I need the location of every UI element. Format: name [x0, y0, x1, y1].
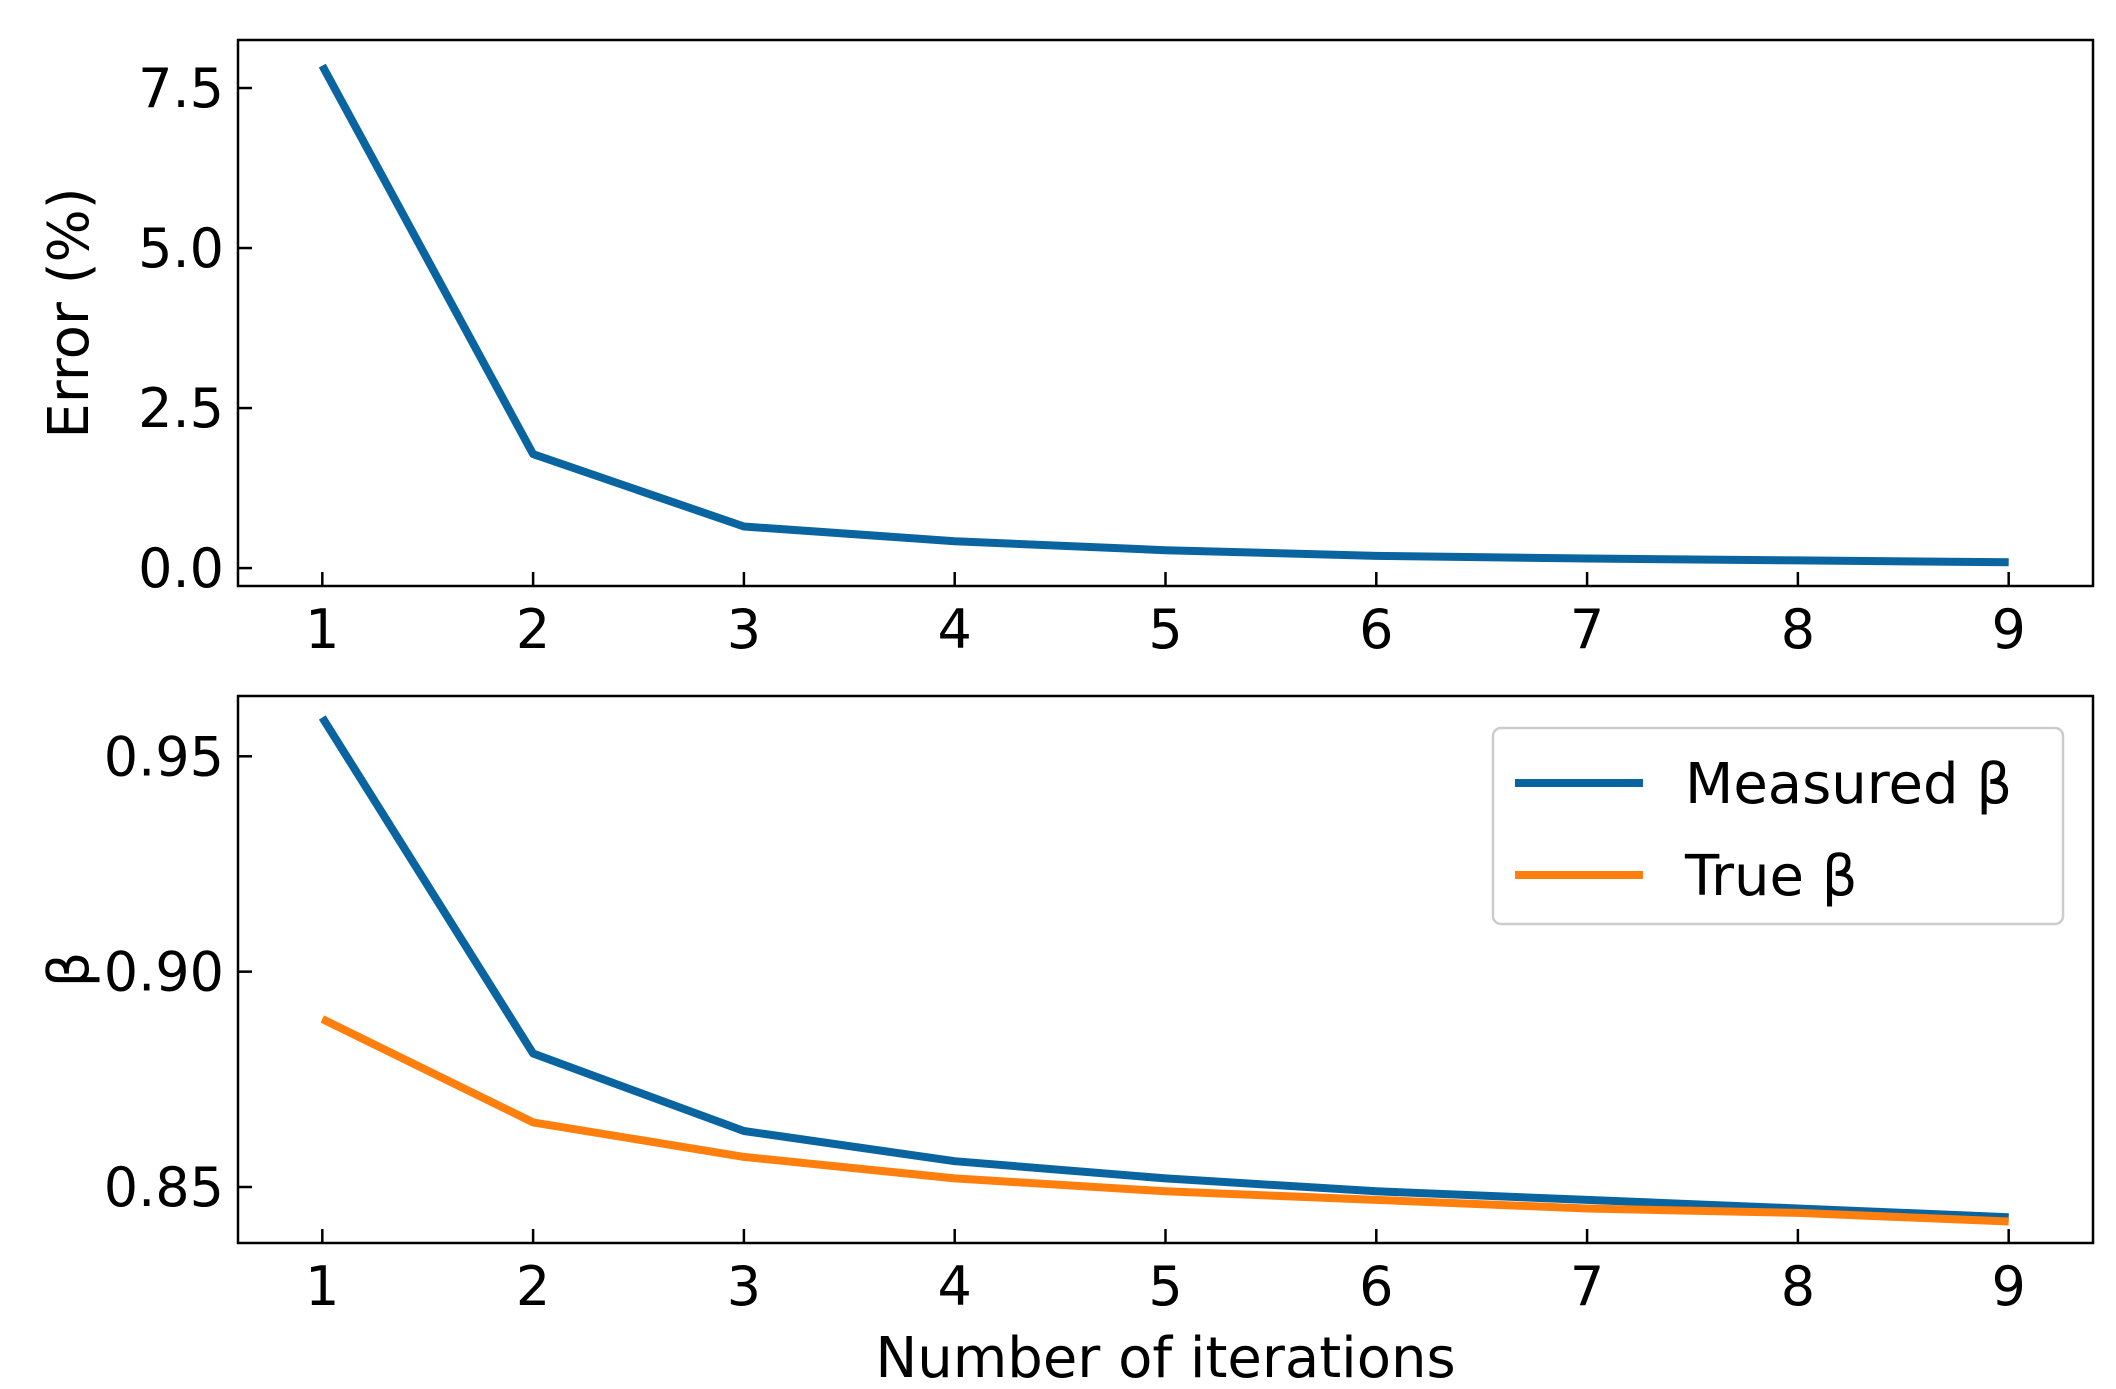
beta-x-tick-label: 5: [1148, 1255, 1182, 1318]
error-x-tick-label: 2: [516, 598, 550, 661]
legend: Measured β True β: [1491, 726, 2065, 926]
legend-label-2: True β: [1684, 844, 1857, 909]
beta-panel: 1 2 3 4 5 6 7 8 9 0.85 0.90 0.95 β Number of iteratio…: [37, 694, 2095, 1389]
beta-y-tick-label: 0.85: [104, 1156, 224, 1219]
error-y-tick-label: 2.5: [138, 377, 224, 440]
beta-x-tick-label: 1: [305, 1255, 339, 1318]
beta-series-line-1: [318, 715, 2009, 1222]
legend-label-1: Measured β: [1685, 752, 2012, 817]
error-series-line-1: [318, 63, 2009, 567]
beta-series-line-2: [320, 1015, 2009, 1226]
error-x-tick-label: 8: [1781, 598, 1815, 661]
beta-y-tick-label: 0.95: [104, 725, 224, 788]
error-y-tick-label: 0.0: [138, 537, 224, 600]
error-x-tick-label: 7: [1570, 598, 1604, 661]
beta-x-tick-label: 9: [1992, 1255, 2026, 1318]
error-x-tick-label: 4: [938, 598, 972, 661]
error-y-tick-label: 5.0: [138, 217, 224, 280]
beta-x-tick-label: 8: [1781, 1255, 1815, 1318]
error-y-tick-label: 7.5: [138, 57, 224, 120]
error-x-tick-label: 3: [727, 598, 761, 661]
beta-x-tick-label: 6: [1359, 1255, 1393, 1318]
beta-y-axis-label: β: [37, 952, 102, 988]
error-x-tick-label: 9: [1992, 598, 2026, 661]
error-x-tick-label: 1: [305, 598, 339, 661]
error-axes-frame: [236, 38, 2095, 588]
beta-x-tick-label: 2: [516, 1255, 550, 1318]
error-x-tick-label: 6: [1359, 598, 1393, 661]
beta-x-tick-label: 7: [1570, 1255, 1604, 1318]
beta-y-tick-label: 0.90: [104, 941, 224, 1004]
beta-x-axis-label: Number of iterations: [875, 1326, 1455, 1389]
error-y-axis-label: Error (%): [37, 187, 102, 438]
beta-x-tick-label: 4: [938, 1255, 972, 1318]
error-x-tick-label: 5: [1148, 598, 1182, 661]
beta-x-tick-label: 3: [727, 1255, 761, 1318]
error-panel: 1 2 3 4 5 6 7 8 9 0.0 2.5 5.0 7.5 Error (%): [37, 38, 2095, 661]
